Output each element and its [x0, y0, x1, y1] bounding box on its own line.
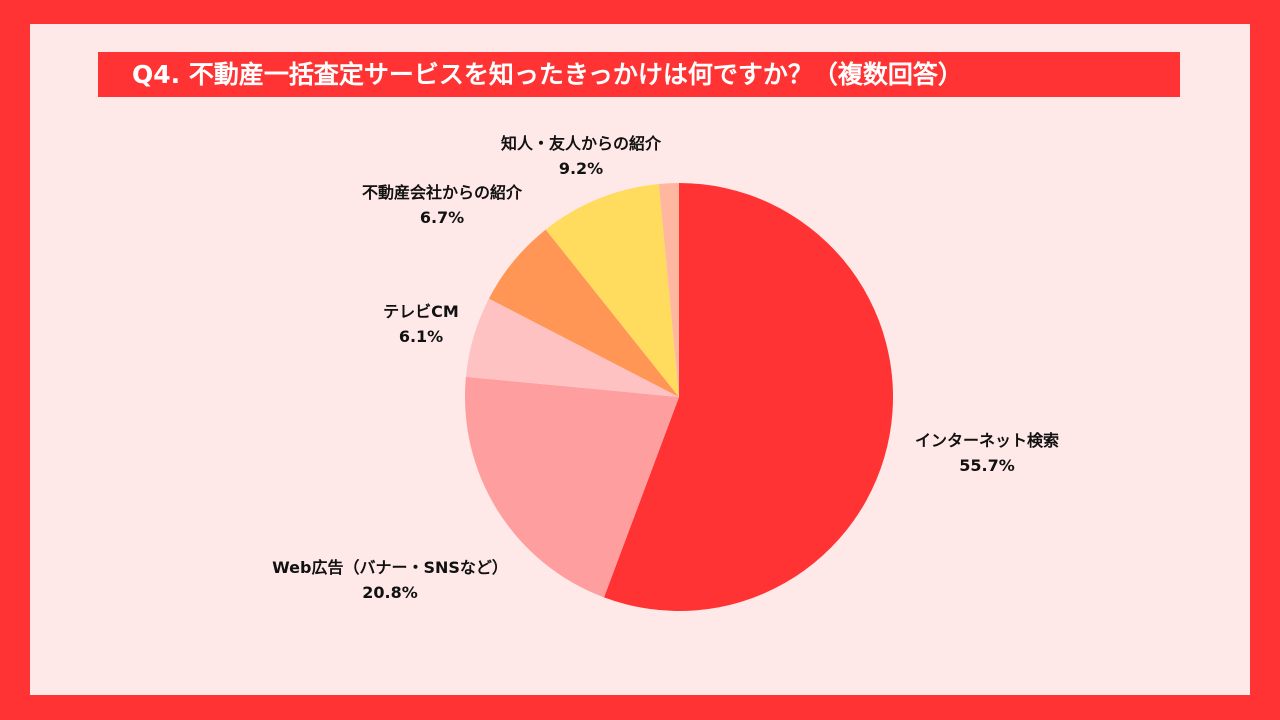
slice-value-label: 20.8%: [362, 583, 418, 602]
slice-value-label: 6.7%: [420, 208, 464, 227]
slice-label: テレビCM: [383, 302, 459, 321]
slice-label: インターネット検索: [915, 431, 1059, 450]
slice-value-label: 9.2%: [559, 159, 603, 178]
pie-slice: [545, 183, 679, 397]
pie-slice: [488, 229, 679, 397]
chart-title: Q4. 不動産一括査定サービスを知ったきっかけは何ですか？（複数回答）: [132, 60, 963, 89]
slice-label: Web広告（バナー・SNSなど）: [272, 558, 508, 577]
slice-label: 知人・友人からの紹介: [501, 134, 662, 153]
pie-slice: [658, 183, 679, 397]
pie-slice: [465, 376, 679, 598]
pie-labels: インターネット検索 55.7% Web広告（バナー・SNSなど） 20.8% テレビCM…: [272, 134, 1059, 602]
slice-value-label: 55.7%: [959, 456, 1015, 475]
pie-slice: [603, 183, 894, 611]
slice-label: 不動産会社からの紹介: [362, 183, 523, 202]
pie-slices: [465, 183, 894, 611]
title-bar: Q4. 不動産一括査定サービスを知ったきっかけは何ですか？（複数回答）: [98, 52, 1180, 97]
pie-slice: [465, 298, 679, 397]
slice-value-label: 6.1%: [399, 327, 443, 346]
